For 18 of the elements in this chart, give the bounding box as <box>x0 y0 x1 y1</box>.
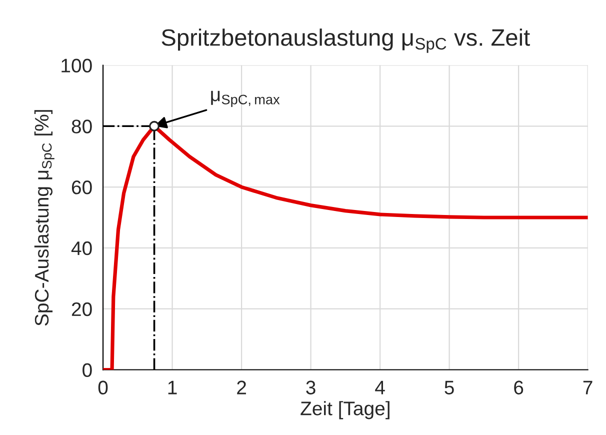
x-axis-title: Zeit [Tage] <box>300 401 390 420</box>
y-axis-title: SpC-Auslastung μ$_{SpC}$ [%] <box>34 110 54 326</box>
x-tick-label: 7 <box>583 380 592 394</box>
y-tick-label: 20 <box>72 302 92 316</box>
x-tick-label: 4 <box>375 380 385 394</box>
annotation: μ$_{SpC,max}$ <box>211 90 280 108</box>
y-tick-label: 0 <box>82 363 92 377</box>
y-tick-label: 100 <box>62 58 92 72</box>
chart-title: Spritzbetonauslastung μ$_{SpC}$ vs. Zeit <box>162 28 530 53</box>
x-tick-label: 0 <box>98 380 108 394</box>
x-tick-label: 1 <box>168 380 177 394</box>
x-tick-label: 2 <box>237 380 246 394</box>
y-tick-label: 40 <box>71 241 92 256</box>
x-tick-label: 6 <box>514 380 524 394</box>
y-tick-label: 60 <box>72 180 92 194</box>
x-tick-label: 5 <box>444 380 454 394</box>
x-tick-label: 3 <box>306 380 316 394</box>
y-tick-label: 80 <box>72 120 92 134</box>
